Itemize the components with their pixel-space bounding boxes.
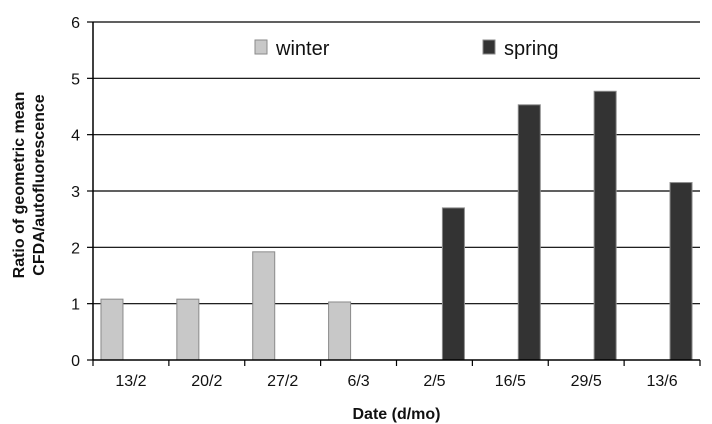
legend-label-spring: spring xyxy=(504,38,558,60)
bar-spring xyxy=(593,90,617,361)
x-tick-label: 2/5 xyxy=(423,373,445,390)
bars xyxy=(100,90,693,361)
x-tick-label: 6/3 xyxy=(347,373,369,390)
y-axis-title-line-2: CFDA/autofluorescence xyxy=(31,94,48,275)
bar-winter xyxy=(252,251,276,361)
bar-winter xyxy=(328,301,352,361)
bar-winter xyxy=(100,298,124,361)
y-tick-label: 6 xyxy=(71,15,80,32)
x-tick-label: 13/2 xyxy=(115,373,146,390)
legend-label-winter: winter xyxy=(275,38,330,60)
x-tick-label: 29/5 xyxy=(571,373,602,390)
y-tick-label: 3 xyxy=(71,184,80,201)
x-tick-label: 16/5 xyxy=(495,373,526,390)
y-tick-label: 1 xyxy=(71,297,80,314)
legend: winter spring xyxy=(254,38,558,60)
x-tick-label: 13/6 xyxy=(646,373,677,390)
y-tick-label: 4 xyxy=(71,128,80,145)
x-axis-title: Date (d/mo) xyxy=(353,406,441,423)
legend-swatch-spring xyxy=(482,39,496,55)
bar-spring xyxy=(517,104,541,361)
y-tick-labels: 0 1 2 3 4 5 6 xyxy=(71,15,80,370)
y-axis-title-line-1: Ratio of geometric mean xyxy=(11,92,28,279)
axes xyxy=(87,21,701,366)
y-tick-label: 2 xyxy=(71,240,80,257)
x-tick-label: 20/2 xyxy=(191,373,222,390)
bar-winter xyxy=(176,298,200,361)
x-tick-label: 27/2 xyxy=(267,373,298,390)
x-tick-labels: 13/2 20/2 27/2 6/3 2/5 16/5 29/5 13/6 xyxy=(115,373,677,390)
y-tick-label: 0 xyxy=(71,353,80,370)
legend-swatch-winter xyxy=(254,39,268,55)
y-tick-label: 5 xyxy=(71,71,80,88)
bar-spring xyxy=(441,207,465,361)
bar-spring xyxy=(669,182,693,361)
